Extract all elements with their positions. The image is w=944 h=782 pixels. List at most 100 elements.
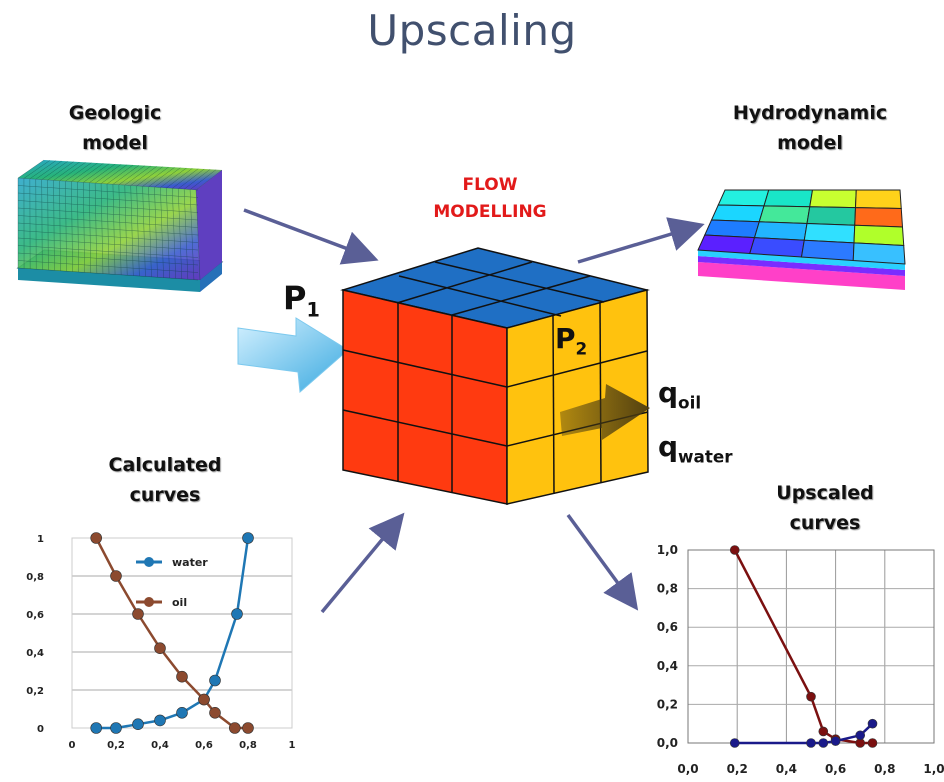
geologic-label-line1: Geologic bbox=[68, 102, 162, 124]
p1-label: P1 bbox=[283, 279, 320, 321]
hydro-cell bbox=[803, 222, 856, 244]
calculated-curves-chart: 0 0,2 0,4 0,6 0,8 1 0 0,2 0,4 0,6 0,8 1 water oil bbox=[26, 528, 300, 751]
data-point bbox=[855, 730, 866, 741]
arrow-flow-to-hydro bbox=[577, 217, 705, 264]
data-point bbox=[176, 670, 188, 683]
hydro-cell bbox=[852, 242, 906, 265]
upscaled-label-line1: Upscaled bbox=[776, 482, 874, 504]
data-point bbox=[231, 608, 243, 620]
flow-label-line2: MODELLING bbox=[433, 202, 547, 222]
y-tick-label: 0,8 bbox=[657, 582, 678, 596]
data-point bbox=[209, 706, 221, 719]
hydro-cell bbox=[710, 204, 765, 223]
x-tick-label: 0,8 bbox=[239, 740, 257, 751]
upscaled-curves-label: Upscaled curves bbox=[750, 478, 900, 538]
hydro-cell bbox=[809, 189, 857, 209]
q-water-subscript: water bbox=[678, 446, 733, 467]
data-point bbox=[90, 722, 102, 734]
outflow-arrow bbox=[560, 384, 650, 440]
x-tick-label: 1 bbox=[289, 740, 296, 751]
flow-modelling-label: FLOW MODELLING bbox=[400, 172, 580, 226]
page-title: Upscaling bbox=[367, 6, 577, 55]
hydrodynamic-model-label: Hydrodynamic model bbox=[700, 98, 920, 158]
data-point bbox=[818, 726, 829, 737]
y-tick-label: 0,4 bbox=[657, 659, 678, 673]
data-point bbox=[830, 736, 841, 746]
data-point bbox=[867, 738, 878, 748]
calculated-label-line1: Calculated bbox=[108, 454, 222, 476]
calculated-label-line2: curves bbox=[129, 484, 201, 506]
x-tick-label: 0,6 bbox=[195, 740, 213, 751]
x-tick-label: 0,2 bbox=[727, 762, 748, 776]
hydro-label-line1: Hydrodynamic bbox=[732, 102, 888, 124]
data-point bbox=[229, 722, 241, 734]
legend-marker bbox=[144, 557, 154, 567]
data-point bbox=[729, 738, 740, 748]
calculated-curves-label: Calculated curves bbox=[85, 450, 245, 510]
data-point bbox=[110, 570, 122, 582]
hydro-cell bbox=[749, 237, 805, 258]
data-point bbox=[90, 532, 102, 544]
q-oil-subscript: oil bbox=[678, 392, 702, 413]
y-tick-label: 0,6 bbox=[657, 620, 678, 634]
plot-frame bbox=[71, 537, 293, 729]
hydro-label-line2: model bbox=[777, 132, 843, 154]
hydrodynamic-model-image bbox=[697, 189, 906, 290]
hydro-cell bbox=[763, 189, 814, 208]
data-point bbox=[198, 693, 210, 706]
data-point bbox=[132, 718, 144, 731]
p2-subscript: 2 bbox=[575, 338, 588, 359]
q-water-label: qwater bbox=[658, 430, 733, 467]
data-point bbox=[209, 674, 221, 687]
geologic-model-label: Geologic model bbox=[40, 98, 190, 158]
p1-subscript: 1 bbox=[306, 298, 320, 322]
x-tick-label: 0,8 bbox=[874, 762, 895, 776]
arrow-geologic-to-flow bbox=[243, 208, 379, 265]
upscaled-label-line2: curves bbox=[789, 512, 861, 534]
y-tick-label: 1 bbox=[37, 534, 44, 545]
data-point bbox=[132, 608, 144, 620]
x-tick-label: 0,4 bbox=[151, 740, 169, 751]
data-point bbox=[806, 691, 816, 702]
arrow-flow-to-upscaled bbox=[566, 513, 639, 611]
x-tick-label: 0,4 bbox=[776, 762, 797, 776]
legend-marker bbox=[144, 597, 154, 607]
x-tick-label: 0,2 bbox=[107, 740, 125, 751]
hydro-cell bbox=[697, 234, 756, 255]
p2-label: P2 bbox=[555, 322, 587, 359]
flow-cube bbox=[340, 247, 650, 505]
data-point bbox=[242, 722, 254, 734]
y-tick-label: 1,0 bbox=[657, 543, 678, 557]
x-tick-label: 0,6 bbox=[825, 762, 846, 776]
hydro-cell bbox=[854, 207, 904, 228]
y-tick-label: 0,4 bbox=[26, 648, 44, 659]
hydro-cell bbox=[717, 189, 770, 207]
y-tick-label: 0 bbox=[37, 724, 44, 735]
hydro-cell bbox=[758, 205, 811, 225]
p2-letter: P bbox=[555, 322, 576, 355]
y-tick-label: 0,6 bbox=[26, 610, 44, 621]
q-oil-label: qoil bbox=[658, 376, 701, 413]
data-point bbox=[818, 738, 829, 748]
y-tick-label: 0,2 bbox=[26, 686, 44, 697]
data-point bbox=[806, 738, 816, 748]
data-point bbox=[176, 706, 188, 719]
hydro-cell bbox=[753, 221, 808, 241]
x-tick-label: 1,0 bbox=[923, 762, 944, 776]
data-point bbox=[110, 722, 122, 734]
hydro-cell bbox=[800, 239, 855, 262]
q-water-letter: q bbox=[658, 430, 679, 463]
data-point bbox=[154, 642, 166, 655]
geologic-label-line2: model bbox=[82, 132, 148, 154]
y-tick-label: 0,8 bbox=[26, 572, 44, 583]
data-point bbox=[729, 545, 740, 555]
x-tick-label: 0,0 bbox=[677, 762, 698, 776]
hydro-cell bbox=[854, 189, 902, 210]
legend-label: oil bbox=[172, 596, 187, 609]
arrow-calculated-to-flow bbox=[320, 512, 405, 614]
data-point bbox=[867, 718, 878, 729]
x-tick-label: 0 bbox=[69, 740, 76, 751]
hydro-cell bbox=[806, 206, 857, 226]
y-tick-label: 0,2 bbox=[657, 697, 678, 711]
